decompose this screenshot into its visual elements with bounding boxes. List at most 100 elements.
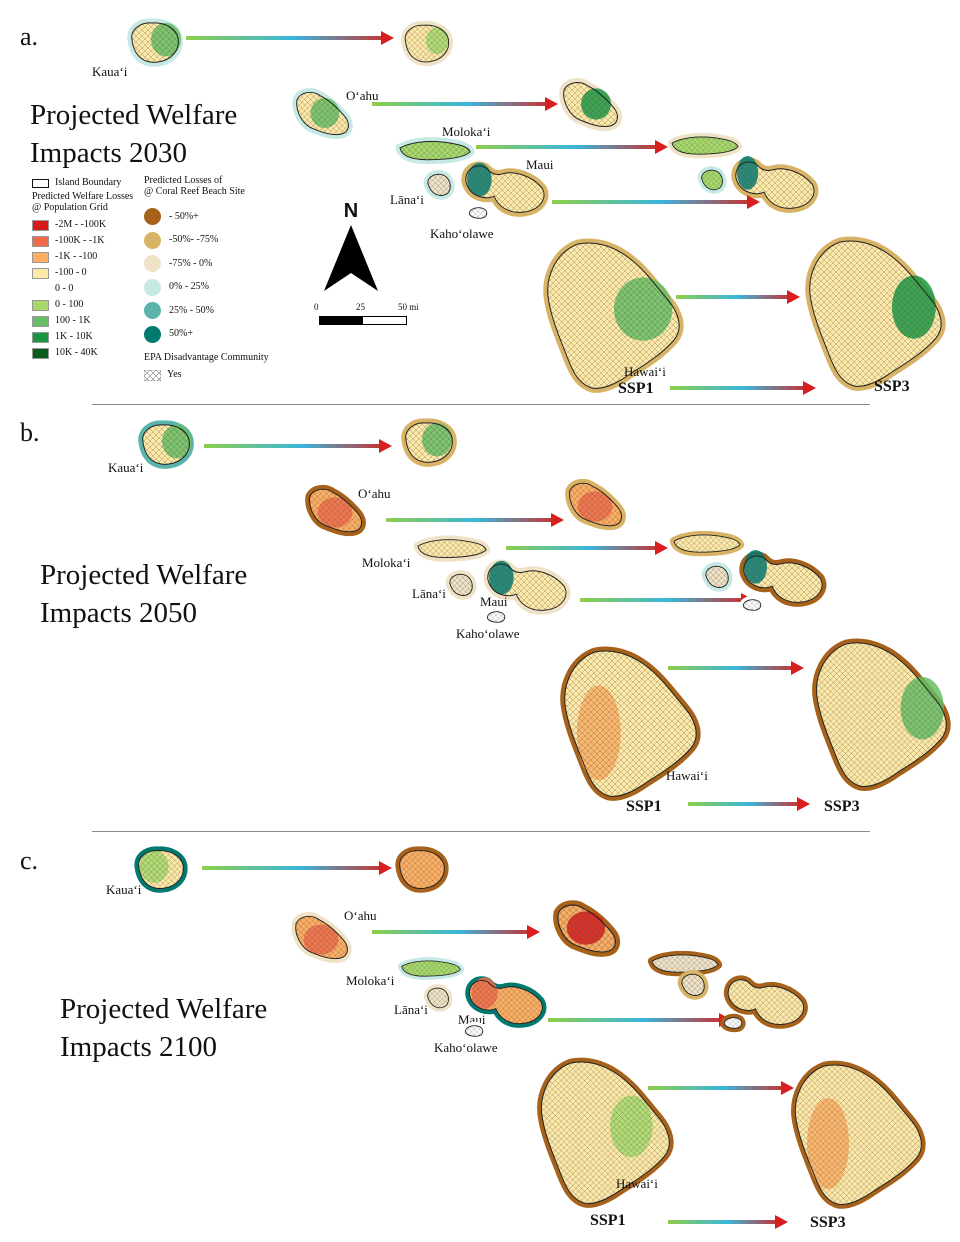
panel-a-letter: a. <box>20 22 39 51</box>
welfare-swatch <box>32 331 49 343</box>
reef-swatch <box>144 325 161 343</box>
molokai-island-map <box>416 536 488 560</box>
oahu-island-map <box>292 912 350 962</box>
legend-welfare-item: -100K - -1K <box>32 233 133 249</box>
welfare-swatch <box>32 267 49 279</box>
welfare-label: -100 - 0 <box>55 267 87 278</box>
welfare-swatch <box>32 251 49 263</box>
hawaii-island-map <box>806 638 952 794</box>
scenario-arrow <box>506 541 668 555</box>
island-label-hawaii: Hawaiʻi <box>624 364 666 379</box>
reef-swatch <box>144 302 161 320</box>
kauai-island-map <box>398 418 458 466</box>
reef-label: 0% - 25% <box>169 281 209 293</box>
welfare-label: -100K - -1K <box>55 235 105 246</box>
legend-welfare-items: -2M - -100K -100K - -1K -1K - -100 -100 - 0… <box>32 217 133 361</box>
island-label-kahoolawe: Kahoʻolawe <box>456 626 520 641</box>
reef-label: -50%- -75% <box>169 234 219 246</box>
molokai-island-map <box>650 952 720 974</box>
scenario-label-left: SSP1 <box>590 1212 626 1229</box>
scenario-label-left: SSP1 <box>618 380 654 397</box>
hawaii-island-map <box>554 646 702 804</box>
legend-reef-item: -75% - 0% <box>144 252 269 276</box>
island-label-kahoolawe: Kahoʻolawe <box>434 1040 498 1055</box>
panel-b-title: Projected Welfare Impacts 2050 <box>40 559 248 629</box>
panel-c-letter: c. <box>20 846 39 875</box>
lanai-island-map <box>702 564 732 592</box>
legend-welfare-item: 0 - 100 <box>32 297 133 313</box>
scenario-arrow <box>552 195 760 209</box>
welfare-label: 10K - 40K <box>55 347 98 358</box>
north-label: N <box>343 200 359 222</box>
island-label-lanai: Lānaʻi <box>390 192 424 207</box>
legend-welfare-item: -1K - -100 <box>32 249 133 265</box>
scale-label-50: 50 mi <box>398 302 419 312</box>
lanai-island-map <box>424 172 454 200</box>
reef-swatch <box>144 208 161 226</box>
welfare-swatch <box>32 219 49 231</box>
kaho-island-map <box>720 1016 746 1030</box>
kauai-island-map <box>398 20 454 66</box>
welfare-swatch <box>32 235 49 247</box>
legend-reef-item: 0% - 25% <box>144 276 269 300</box>
maui-island-map <box>458 160 550 216</box>
lanai-island-map <box>424 986 452 1012</box>
north-arrow: N <box>322 200 380 298</box>
kaho-island-map <box>466 206 490 220</box>
island-label-lanai: Lānaʻi <box>394 1002 428 1017</box>
legend-welfare-item: -2M - -100K <box>32 217 133 233</box>
legend-epa-yes: Yes <box>144 367 269 383</box>
island-label-molokai: Molokaʻi <box>346 973 395 988</box>
island-label-maui: Maui <box>480 594 508 609</box>
scenario-arrow <box>580 593 754 607</box>
kaho-island-map <box>484 610 508 624</box>
scale-bar: 0 25 50 mi <box>314 302 434 325</box>
island-label-kauai: Kauaʻi <box>92 64 128 79</box>
island-label-kahoolawe: Kahoʻolawe <box>430 226 494 241</box>
hawaii-island-map <box>800 236 946 394</box>
hawaii-island-map <box>532 1056 674 1212</box>
scenario-arrow <box>668 661 804 675</box>
welfare-label: -1K - -100 <box>55 251 98 262</box>
welfare-label: 0 - 0 <box>55 283 74 294</box>
welfare-label: 1K - 10K <box>55 331 93 342</box>
welfare-swatch <box>32 299 49 311</box>
island-label-hawaii: Hawaiʻi <box>666 768 708 783</box>
oahu-island-map <box>306 484 364 536</box>
island-label-kauai: Kauaʻi <box>106 882 142 897</box>
scenario-label-right: SSP3 <box>810 1214 846 1231</box>
scenario-arrow <box>688 797 810 811</box>
kauai-island-map <box>392 846 450 892</box>
legend-epa-yes-label: Yes <box>167 369 182 380</box>
reef-label: 25% - 50% <box>169 304 214 316</box>
island-label-molokai: Molokaʻi <box>362 555 411 570</box>
panel-c-title: Projected Welfare Impacts 2100 <box>60 993 268 1063</box>
scale-label-0: 0 <box>314 302 319 312</box>
welfare-label: 100 - 1K <box>55 315 91 326</box>
kaho-island-map <box>740 598 764 612</box>
scenario-label-left: SSP1 <box>626 798 662 815</box>
legend-island-boundary-label: Island Boundary <box>55 177 122 188</box>
scenario-label-right: SSP3 <box>824 798 860 815</box>
island-label-hawaii: Hawaiʻi <box>616 1176 658 1191</box>
scenario-arrow <box>668 1215 788 1229</box>
molokai-island-map <box>672 532 742 554</box>
legend-island-boundary: Island Boundary <box>32 175 133 191</box>
divider-bc <box>92 831 870 832</box>
scenario-arrow <box>676 290 800 304</box>
legend-welfare-item: 100 - 1K <box>32 313 133 329</box>
legend-epa-title: EPA Disadvantage Community <box>144 352 269 363</box>
island-label-oahu: Oʻahu <box>358 486 391 501</box>
scenario-arrow <box>670 381 816 395</box>
welfare-label: -2M - -100K <box>55 219 107 230</box>
scenario-arrow <box>372 925 540 939</box>
divider-ab <box>92 404 870 405</box>
hawaii-island-map <box>538 238 684 396</box>
molokai-island-map <box>668 134 742 156</box>
reef-label: -75% - 0% <box>169 257 213 269</box>
island-label-kauai: Kauaʻi <box>108 460 144 475</box>
epa-hatch-swatch <box>144 369 161 381</box>
north-arrow-icon <box>324 225 378 291</box>
legend-welfare-item: 1K - 10K <box>32 329 133 345</box>
kaho-island-map <box>462 1024 486 1038</box>
